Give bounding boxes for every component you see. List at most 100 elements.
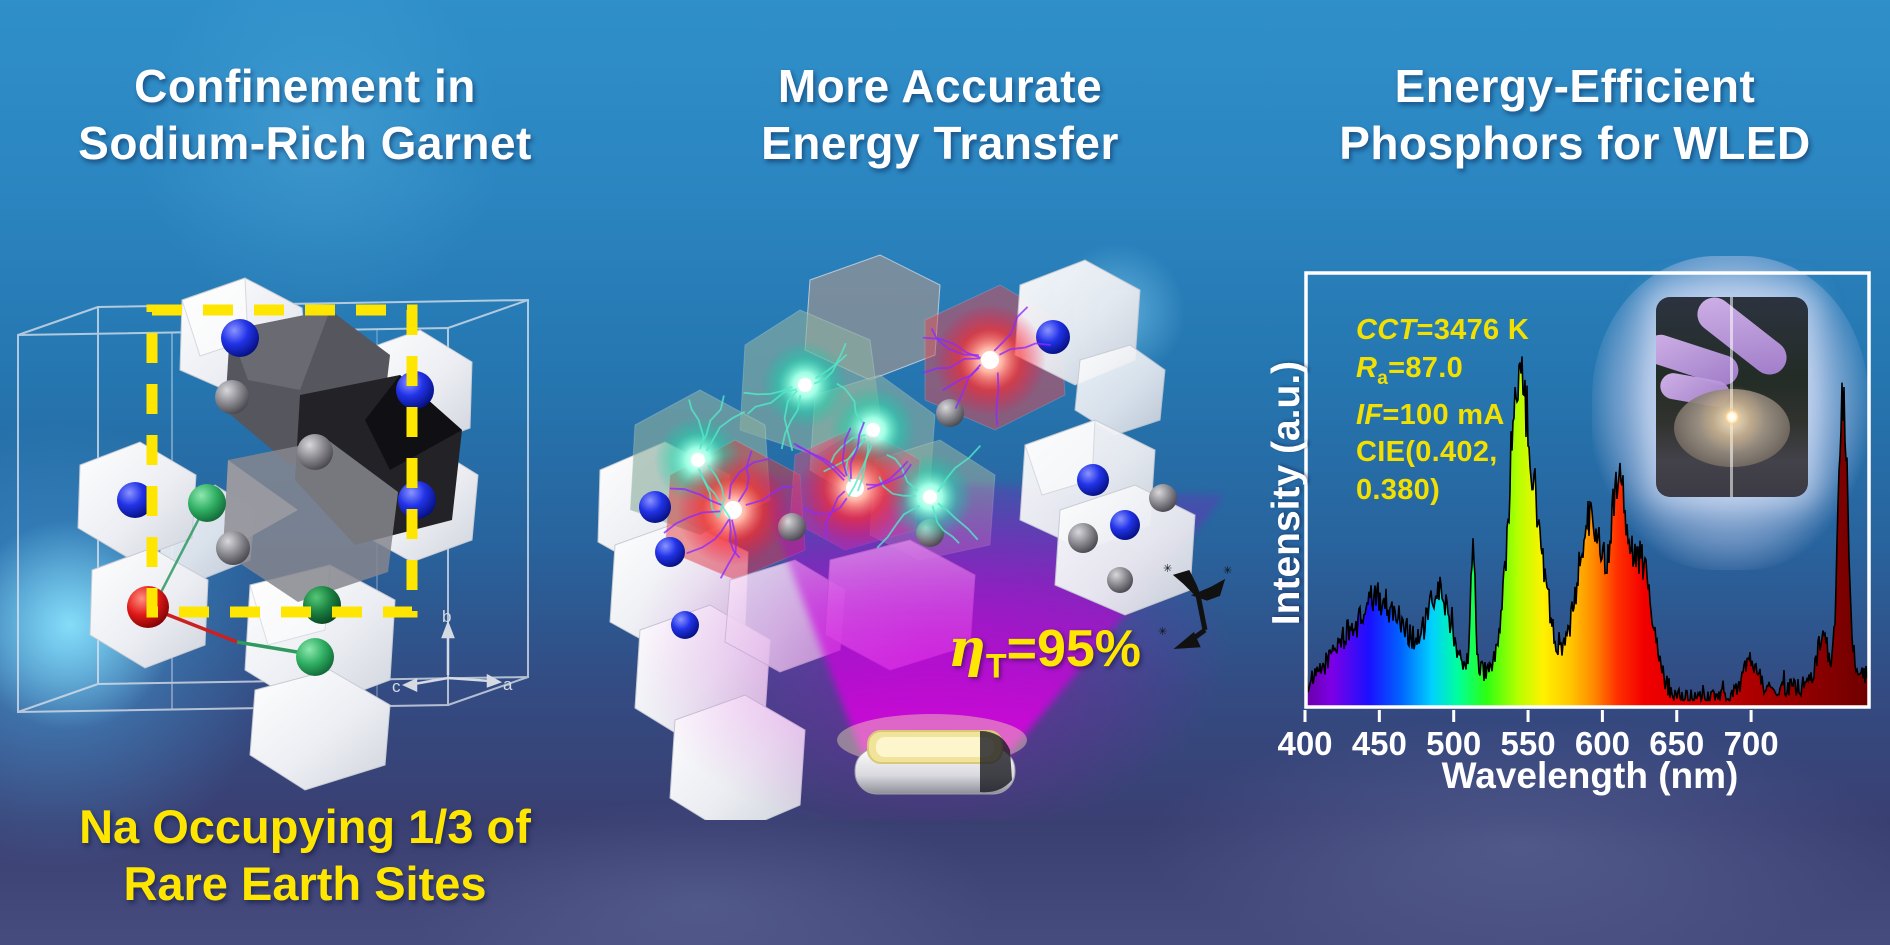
x-tick-label: 550 (1501, 725, 1556, 762)
annotation-line: CCT=3476 K (1356, 314, 1530, 346)
left-panel-title: Confinement in Sodium-Rich Garnet (10, 58, 600, 172)
spectrum-annotations: CCT=3476 K Ra=87.0 IF=100 mA CIE(0.402, 0.38… (1356, 312, 1529, 509)
x-tick-label: 650 (1649, 725, 1704, 762)
lightning-spark (743, 386, 793, 396)
lightning-spark (803, 497, 848, 515)
lightning-spark (930, 327, 979, 356)
lightning-spark (998, 342, 1051, 356)
crystal-axes-marker-small: ✳ ✳ ✳ (1158, 563, 1232, 649)
lightning-spark (867, 463, 912, 491)
lightning-spark (669, 487, 722, 506)
lightning-spark (937, 444, 982, 493)
transfer-efficiency-label: ηT=95% (948, 618, 1141, 686)
blue-sphere (1036, 320, 1070, 354)
green-sphere-dark (303, 586, 341, 624)
x-tick-label: 600 (1575, 725, 1630, 762)
x-tick-label: 500 (1426, 725, 1481, 762)
white-polyhedra-right-upper (1014, 259, 1166, 436)
lightning-spark (728, 518, 741, 559)
x-tick-label: 700 (1724, 725, 1779, 762)
na-blue-sphere (221, 319, 259, 357)
glow-core (798, 378, 812, 392)
annotation-line: 0.380) (1356, 473, 1441, 506)
axis-star-glyph: ✳ (1158, 626, 1167, 638)
glow-core (724, 501, 742, 519)
emission-spectrum-chart: 400 450 500 550 600 650 700 Wavelength (nm) (1277, 271, 1871, 796)
blue-sphere (671, 611, 699, 639)
lightning-spark (699, 472, 731, 519)
atom-spheres (117, 319, 436, 676)
lightning-spark (663, 510, 721, 534)
lightning-spark (813, 353, 848, 385)
lightning-spark (780, 395, 802, 450)
energy-transfer-sparks (663, 306, 1051, 579)
right-panel-title: Energy-Efficient Phosphors for WLED (1268, 58, 1882, 172)
glow-core (866, 423, 880, 437)
lightning-spark (942, 364, 982, 391)
lightning-spark (995, 372, 1000, 426)
x-tick-label: 450 (1352, 725, 1407, 762)
lightning-spark (745, 485, 794, 506)
green-sphere (188, 484, 226, 522)
lightning-spark (719, 519, 737, 579)
blue-sphere (655, 537, 685, 567)
led-chip (837, 714, 1027, 795)
gray-sphere (1068, 523, 1098, 553)
lightning-spark (824, 490, 846, 538)
blue-sphere (639, 491, 671, 523)
gray-sphere (215, 380, 249, 414)
x-axis-ticks: 400 450 500 550 600 650 700 (1277, 710, 1779, 762)
eta-subscript: T (985, 647, 1007, 686)
right-title-line2: Phosphors for WLED (1339, 117, 1811, 170)
axis-a-label: a (503, 675, 513, 694)
gray-sphere (297, 434, 333, 470)
luminescent-center-glows (654, 304, 1046, 566)
gray-sphere (216, 531, 250, 565)
lightning-spark (931, 505, 960, 544)
left-panel-caption: Na Occupying 1/3 of Rare Earth Sites (10, 798, 600, 912)
left-title-line1: Confinement in (134, 60, 476, 112)
eta-symbol: η (948, 618, 986, 679)
emission-spectrum-area (1305, 356, 1870, 708)
energy-transfer-scene: ✳ ✳ ✳ (597, 254, 1232, 820)
x-tick-label: 400 (1277, 725, 1332, 762)
axis-b-label: b (442, 607, 451, 626)
lightning-spark (922, 357, 981, 374)
wled-device-photo-inset (1656, 297, 1808, 497)
axis-star-glyph: ✳ (1163, 563, 1172, 575)
caption-line2: Rare Earth Sites (123, 857, 487, 910)
crystal-axes-indicator: b c a (392, 607, 513, 696)
middle-title-line2: Energy Transfer (761, 117, 1119, 170)
lightning-spark (865, 460, 909, 486)
lightning-spark (699, 395, 725, 447)
lightning-spark (937, 502, 979, 541)
annotation-line: IF=100 mA (1356, 398, 1505, 431)
lightning-spark (829, 434, 866, 465)
lightning-spark (836, 382, 865, 425)
caption-line1: Na Occupying 1/3 of (79, 800, 531, 853)
lightning-spark (728, 458, 770, 500)
annotation-line: Ra=87.0 (1356, 351, 1464, 389)
garnet-crystal-structure: b c a (17, 277, 529, 791)
plot-frame (1304, 271, 1871, 709)
na-blue-sphere (117, 482, 153, 518)
green-sphere (296, 638, 334, 676)
lightning-spark (876, 504, 921, 549)
lightning-spark (796, 444, 846, 478)
blue-sphere (1077, 464, 1109, 496)
left-title-line2: Sodium-Rich Garnet (78, 117, 532, 170)
glow-core (981, 351, 999, 369)
lightning-spark (737, 450, 753, 503)
glow-core (923, 490, 937, 504)
led-glow-flash (1656, 297, 1808, 497)
lightning-spark (849, 421, 866, 479)
middle-title-line1: More Accurate (777, 60, 1103, 112)
annotation-line: CIE(0.402, (1356, 436, 1498, 469)
axis-star-glyph: ✳ (1223, 565, 1232, 577)
lightning-spark (783, 390, 798, 452)
eta-value: =95% (1006, 620, 1142, 678)
glow-core (691, 453, 705, 467)
right-title-line1: Energy-Efficient (1394, 60, 1756, 112)
lightning-spark (705, 410, 746, 452)
